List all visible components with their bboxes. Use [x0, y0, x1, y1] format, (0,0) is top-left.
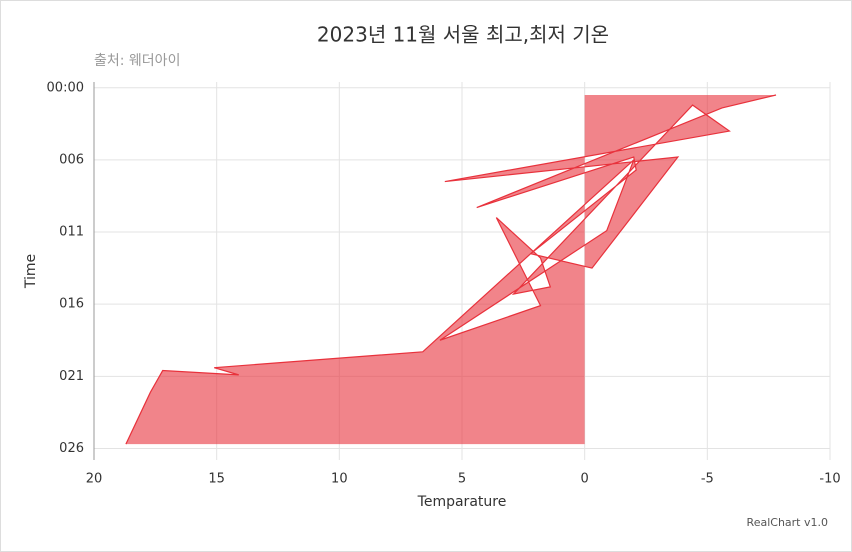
- y-tick-label: 006: [59, 152, 84, 167]
- line: [125, 94, 777, 445]
- y-axis-label: Time: [23, 254, 39, 289]
- x-tick-label: 5: [458, 472, 466, 487]
- x-tick-label: 10: [331, 472, 348, 487]
- chart-title: 2023년 11월 서울 최고,최저 기온: [317, 23, 609, 47]
- y-tick-label: 00:00: [47, 80, 84, 95]
- x-tick-label: 15: [208, 472, 225, 487]
- chart-subtitle: 출처: 웨더아이: [94, 53, 180, 69]
- y-tick-label: 021: [59, 369, 84, 384]
- area: [125, 94, 777, 445]
- x-tick-label: -5: [701, 472, 714, 487]
- x-axis-label: Temparature: [417, 494, 507, 510]
- x-tick-label: -10: [819, 472, 840, 487]
- y-tick-label: 011: [59, 225, 84, 240]
- x-tick-label: 20: [86, 472, 103, 487]
- y-tick-label: 016: [59, 297, 84, 312]
- x-tick-label: 0: [581, 472, 589, 487]
- y-tick-label: 026: [59, 441, 84, 456]
- credit: RealChart v1.0: [747, 516, 828, 529]
